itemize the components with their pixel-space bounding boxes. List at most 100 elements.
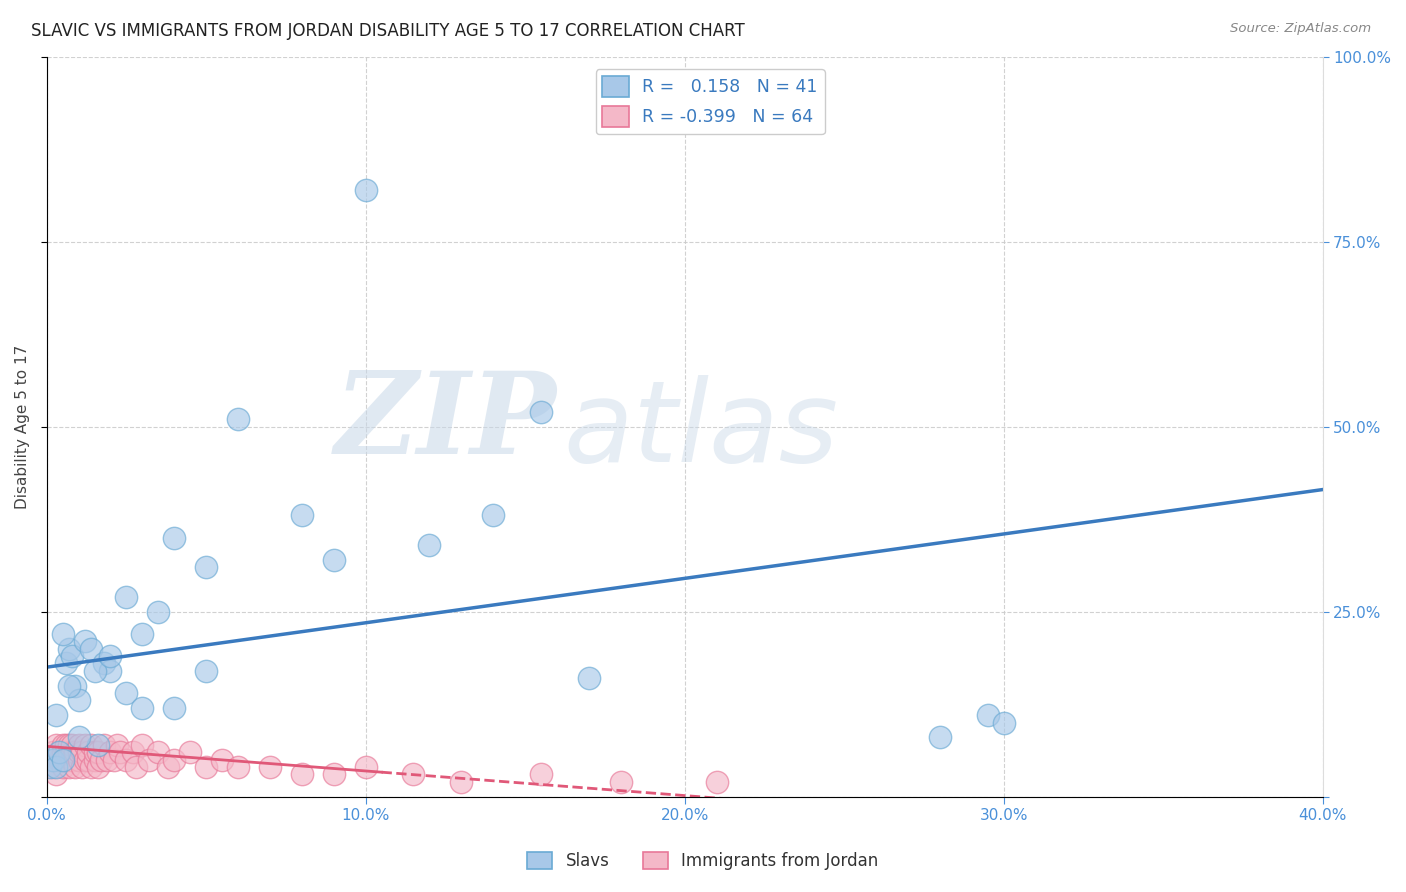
Point [55,753,77,767]
Point [322,553,344,567]
Point [131,701,153,715]
Point [48,745,70,759]
Point [322,767,344,781]
Point [482,508,505,523]
Point [993,715,1015,730]
Point [55,745,77,759]
Point [80,738,103,752]
Point [42,745,65,759]
Point [52,745,75,759]
Point [70,760,93,774]
Point [131,738,153,752]
Point [83,664,105,678]
Point [418,538,440,552]
Point [55,657,77,671]
Point [48,753,70,767]
Point [259,760,281,774]
Point [148,605,170,619]
Point [65,745,87,759]
Point [77,753,100,767]
Point [67,693,90,707]
Point [125,760,148,774]
Point [58,679,80,693]
Point [706,775,728,789]
Point [45,708,67,723]
Legend: R =   0.158   N = 41, R = -0.399   N = 64: R = 0.158 N = 41, R = -0.399 N = 64 [596,69,825,134]
Point [60,649,83,664]
Point [60,753,83,767]
Point [530,767,553,781]
Point [115,686,138,700]
Point [195,664,218,678]
Point [148,745,170,759]
Point [45,767,67,781]
Point [291,767,314,781]
Point [163,531,186,545]
Point [195,760,218,774]
Point [67,753,90,767]
Point [73,753,96,767]
Point [354,760,377,774]
Point [103,753,125,767]
Point [138,753,160,767]
Point [291,508,314,523]
Point [52,760,75,774]
Point [45,760,67,774]
Point [450,775,472,789]
Point [105,738,128,752]
Legend: Slavs, Immigrants from Jordan: Slavs, Immigrants from Jordan [520,845,886,877]
Point [402,767,425,781]
Point [77,745,100,759]
Point [73,634,96,648]
Point [58,641,80,656]
Point [610,775,633,789]
Point [121,745,143,759]
Point [530,405,553,419]
Point [115,590,138,604]
Point [226,760,249,774]
Text: ZIP: ZIP [335,368,557,478]
Point [86,760,108,774]
Point [131,627,153,641]
Point [211,753,233,767]
Point [86,738,108,752]
Point [195,560,218,574]
Point [928,731,950,745]
Point [45,738,67,752]
Point [48,745,70,759]
Point [60,738,83,752]
Point [83,745,105,759]
Point [83,753,105,767]
Point [42,753,65,767]
Point [354,183,377,197]
Point [67,745,90,759]
Point [58,760,80,774]
Point [96,753,118,767]
Text: Source: ZipAtlas.com: Source: ZipAtlas.com [1230,22,1371,36]
Point [100,745,122,759]
Point [42,760,65,774]
Point [108,745,131,759]
Point [93,738,115,752]
Point [100,649,122,664]
Point [80,641,103,656]
Point [156,760,179,774]
Point [179,745,201,759]
Point [55,738,77,752]
Point [58,738,80,752]
Point [67,731,90,745]
Point [65,679,87,693]
Point [976,708,998,723]
Point [226,412,249,426]
Point [86,745,108,759]
Text: atlas: atlas [564,375,838,486]
Point [73,738,96,752]
Point [52,627,75,641]
Point [58,745,80,759]
Point [90,753,112,767]
Point [93,657,115,671]
Point [38,760,60,774]
Point [52,753,75,767]
Text: SLAVIC VS IMMIGRANTS FROM JORDAN DISABILITY AGE 5 TO 17 CORRELATION CHART: SLAVIC VS IMMIGRANTS FROM JORDAN DISABIL… [31,22,745,40]
Point [65,760,87,774]
